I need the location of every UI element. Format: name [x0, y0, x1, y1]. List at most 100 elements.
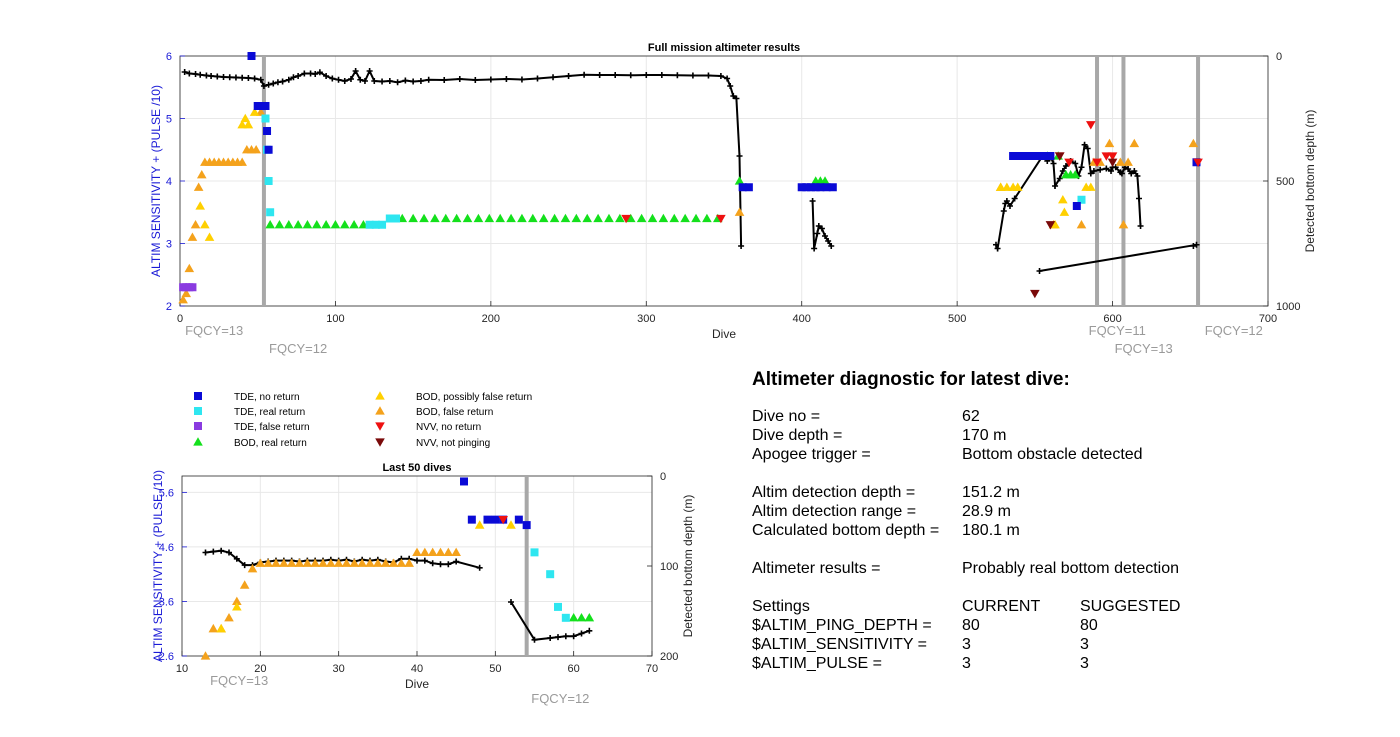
last-50-depth-point — [508, 599, 514, 605]
full-mission-bod-real-return-marker — [451, 213, 462, 223]
full-mission-depth-point — [1059, 168, 1066, 174]
results-row: Altimeter results = Probably real bottom… — [752, 559, 1372, 578]
last-50-depth-point — [437, 561, 444, 568]
full-mission-bod-real-return-marker — [302, 219, 313, 229]
full-mission-tde-no-return-marker — [738, 183, 747, 192]
last-50-bod-false-return-marker — [349, 558, 360, 567]
full-mission-bod-real-return-marker — [604, 213, 614, 223]
full-mission-depth-point — [1006, 203, 1013, 209]
last-50-bod-possibly-false-marker — [474, 520, 485, 529]
last-50-bod-false-return-marker — [396, 558, 407, 567]
full-mission-depth-point — [220, 74, 227, 80]
full-mission-depth-point — [581, 71, 588, 78]
full-mission-tde-no-return-marker — [802, 183, 811, 192]
legend-nvv-not-pinging-marker — [375, 438, 385, 447]
full-mission-bod-real-return-marker — [495, 213, 505, 223]
full-mission-depth-point — [232, 74, 239, 81]
full-mission-depth-line — [184, 68, 1197, 272]
full-mission-ytick-label: 2 — [166, 301, 172, 313]
last-50-depth-point — [414, 557, 420, 564]
full-mission-bod-possibly-false-marker — [240, 113, 251, 123]
settings-row: $ALTIM_PULSE = 3 3 — [752, 654, 1372, 673]
last-50-bod-false-return-marker — [263, 558, 273, 567]
full-mission-depth-point — [329, 75, 336, 82]
last-50-depth-point — [218, 547, 225, 554]
full-mission-bod-real-return-marker — [528, 213, 538, 223]
settings-row: $ALTIM_SENSITIVITY = 3 3 — [752, 635, 1372, 654]
last-50-bod-false-return-marker — [341, 558, 352, 567]
full-mission-depth-point — [402, 77, 409, 84]
full-mission-depth-point — [1003, 198, 1010, 204]
last-50-nvv-no-return-marker — [498, 516, 508, 525]
full-mission-xtick-label: 200 — [482, 313, 500, 325]
last-50-bod-false-return-marker — [427, 547, 438, 556]
last-50-bod-false-return-marker — [208, 623, 219, 633]
full-mission-bod-real-return-marker — [734, 176, 745, 185]
full-mission-tde-no-return-marker — [1015, 152, 1024, 160]
full-mission-bod-false-return-marker — [193, 182, 204, 191]
full-mission-nvv-no-return-marker — [621, 214, 631, 224]
full-mission-tde-no-return-marker — [264, 145, 273, 154]
full-mission-bod-false-return-marker — [1115, 157, 1126, 166]
full-mission-bod-real-return-marker — [284, 219, 294, 229]
full-mission-depth-point — [612, 72, 619, 78]
full-mission-depth-point — [1103, 165, 1110, 172]
last-50-bod-false-return-marker — [365, 558, 375, 567]
setting-current: 3 — [962, 655, 971, 672]
full-mission-bod-real-return-marker — [462, 213, 473, 223]
full-mission-xtick-label: 500 — [948, 313, 966, 325]
full-mission-depth-point — [279, 78, 286, 85]
full-mission-tde-real-return-marker — [365, 220, 374, 229]
full-mission-depth-point — [1072, 160, 1079, 167]
detection-depth-label: Altim detection depth = — [752, 484, 916, 501]
results-label: Altimeter results = — [752, 560, 881, 577]
detection-range-label: Altim detection range = — [752, 503, 917, 520]
legend-label: NVV, no return — [416, 422, 481, 433]
full-mission-bod-real-return-marker — [506, 213, 516, 223]
full-mission-tde-no-return-marker — [1027, 152, 1036, 160]
full-mission-depth-point — [361, 78, 368, 84]
full-mission-depth-point — [472, 77, 479, 83]
full-mission-y2tick-label: 500 — [1276, 176, 1294, 188]
full-mission-bod-false-return-marker — [1118, 219, 1129, 229]
full-mission-bod-real-return-marker — [339, 219, 350, 229]
apogee-value: Bottom obstacle detected — [962, 446, 1143, 463]
full-mission-bod-real-return-marker — [669, 213, 680, 223]
full-mission-depth-point — [1135, 195, 1142, 202]
calc-depth-row: Calculated bottom depth = 180.1 m — [752, 521, 1372, 540]
legend-label: TDE, no return — [234, 392, 300, 403]
full-mission-bod-real-return-marker — [702, 213, 712, 223]
full-mission-bod-real-return-marker — [430, 213, 440, 223]
full-mission-depth-point — [312, 71, 319, 77]
full-mission-bod-real-return-marker — [473, 213, 484, 223]
full-mission-bod-false-return-marker — [181, 288, 192, 298]
full-mission-bod-possibly-false-marker — [1086, 182, 1096, 191]
full-mission-nvv-no-return-marker — [1101, 152, 1112, 161]
full-mission-depth-point — [1190, 243, 1197, 249]
full-mission-depth-point — [1097, 166, 1104, 173]
full-mission-bod-possibly-false-marker — [995, 182, 1006, 191]
full-mission-nvv-no-return-marker — [1193, 158, 1203, 168]
full-mission-nvv-not-pinging-marker — [1045, 221, 1056, 230]
last-50-depth-point — [429, 560, 436, 567]
full-mission-bod-real-return-marker — [625, 213, 636, 223]
legend-bod-real-return-marker — [193, 437, 203, 446]
full-mission-tde-no-return-marker — [807, 183, 816, 192]
setting-name: $ALTIM_PING_DEPTH = — [752, 617, 932, 634]
full-mission-title: Full mission altimeter results — [648, 42, 800, 54]
last-50-bod-possibly-false-marker — [232, 602, 242, 611]
last-50-bod-false-return-marker — [286, 558, 297, 567]
full-mission-depth-point — [811, 245, 818, 252]
full-mission-depth-point — [394, 79, 401, 86]
full-mission-depth-point — [371, 78, 378, 84]
full-mission-depth-point — [994, 245, 1001, 252]
last-50-tde-no-return-marker — [483, 515, 492, 524]
detection-depth-value: 151.2 m — [962, 484, 1020, 501]
full-mission-bod-real-return-marker — [1070, 169, 1081, 179]
full-mission-tde-real-return-marker — [266, 208, 275, 217]
last-50-tde-no-return-marker — [467, 515, 476, 524]
full-mission-tde-no-return-marker — [1046, 152, 1055, 160]
detection-depth-row: Altim detection depth = 151.2 m — [752, 483, 1372, 502]
last-50-xtick-label: 60 — [568, 663, 580, 675]
